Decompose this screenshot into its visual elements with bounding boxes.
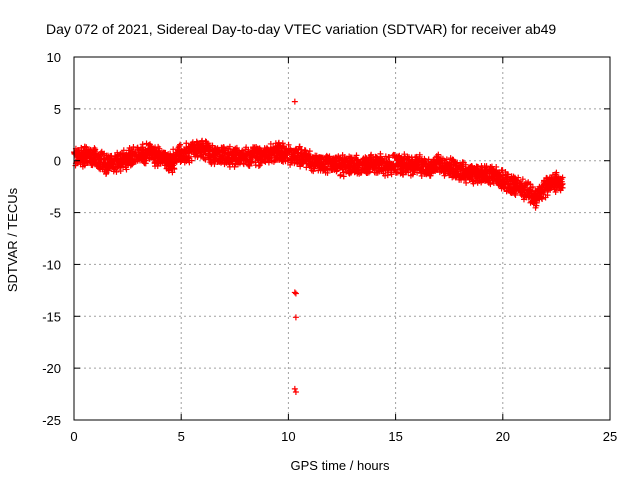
data-point [267, 140, 274, 147]
data-point [186, 153, 193, 160]
data-point [156, 145, 163, 152]
plot-frame [73, 56, 611, 421]
data-point [171, 165, 178, 172]
data-point [539, 196, 546, 203]
data-point [401, 151, 408, 158]
data-point [443, 156, 450, 163]
y-tick-label: -10 [42, 257, 61, 272]
data-point [326, 153, 333, 160]
y-tick-label: -20 [42, 361, 61, 376]
x-axis-label: GPS time / hours [291, 458, 390, 473]
data-point [147, 142, 154, 149]
data-point [552, 188, 559, 195]
data-point [177, 141, 184, 148]
data-point [211, 161, 218, 168]
data-point [296, 143, 303, 150]
y-tick-label: 0 [54, 154, 61, 169]
data-point [427, 172, 434, 179]
data-point [512, 192, 519, 199]
data-point [188, 157, 195, 164]
data-point [123, 166, 130, 173]
x-tick-label: 10 [281, 429, 295, 444]
data-point [463, 179, 470, 186]
axes: 0 5 10 15 20 25 10 5 0 -5 -10 -15 -20 -25 [42, 50, 617, 444]
data-point [292, 314, 299, 321]
data-point [340, 173, 347, 180]
data-point [291, 289, 298, 296]
y-tick-label: -25 [42, 413, 61, 428]
data-point [291, 98, 298, 105]
data-point [239, 147, 246, 154]
data-point [388, 171, 395, 178]
data-point [245, 146, 252, 153]
data-point [292, 388, 299, 395]
data-point [365, 169, 372, 176]
data-point [292, 290, 299, 297]
grid-lines [74, 57, 610, 420]
chart-title: Day 072 of 2021, Sidereal Day-to-day VTE… [46, 21, 556, 37]
data-point [515, 174, 522, 181]
x-tick-label: 20 [496, 429, 510, 444]
y-axis-label: SDTVAR / TECUs [5, 187, 20, 292]
data-point [226, 143, 233, 150]
data-point [559, 180, 566, 187]
x-tick-label: 0 [70, 429, 77, 444]
data-point [519, 176, 526, 183]
data-point [169, 169, 176, 176]
data-point [358, 169, 365, 176]
y-tick-label: -5 [49, 206, 61, 221]
y-tick-label: 10 [47, 50, 61, 65]
data-point [113, 168, 120, 175]
data-point [418, 172, 425, 179]
data-point [193, 138, 200, 145]
data-points [71, 98, 566, 395]
data-point [117, 168, 124, 175]
data-point [291, 385, 298, 392]
data-point [544, 187, 551, 194]
data-point [231, 163, 238, 170]
x-tick-label: 25 [603, 429, 617, 444]
data-point [529, 183, 536, 190]
x-tick-label: 15 [388, 429, 402, 444]
data-point [285, 141, 292, 148]
data-point [386, 154, 393, 161]
data-point [511, 190, 518, 197]
y-tick-label: 5 [54, 102, 61, 117]
data-point [487, 181, 494, 188]
data-point [559, 174, 566, 181]
y-tick-label: -15 [42, 309, 61, 324]
data-point [377, 150, 384, 157]
data-point [527, 181, 534, 188]
x-tick-label: 5 [178, 429, 185, 444]
data-point [120, 147, 127, 154]
data-point [142, 160, 149, 167]
data-point [505, 171, 512, 178]
data-point [306, 148, 313, 155]
data-point [499, 167, 506, 174]
